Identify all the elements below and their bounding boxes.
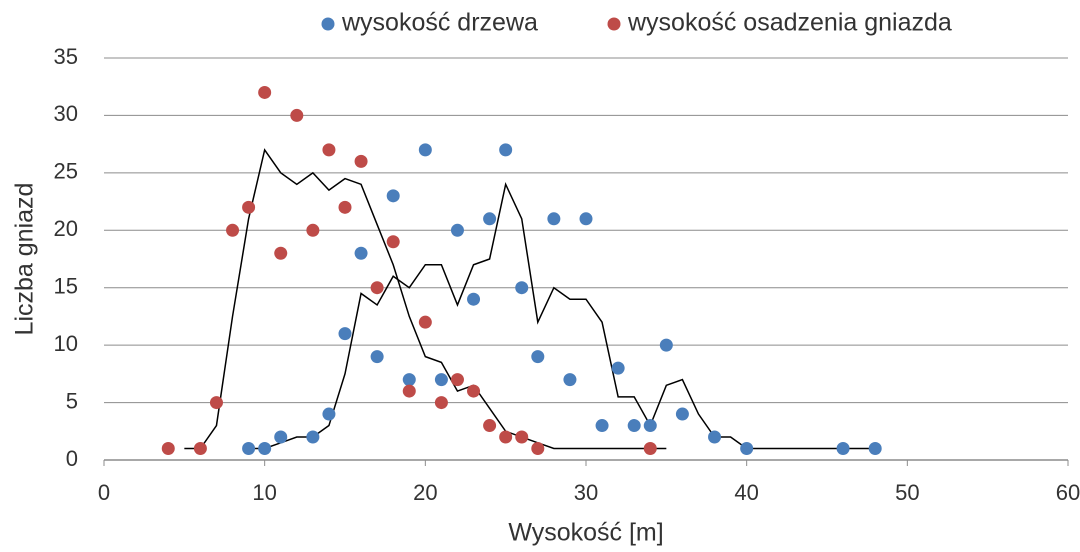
point <box>274 430 288 444</box>
point <box>675 407 689 421</box>
x-tick-label: 10 <box>252 480 276 505</box>
point <box>434 396 448 410</box>
point <box>418 315 432 329</box>
point <box>354 154 368 168</box>
point <box>290 108 304 122</box>
point <box>467 292 481 306</box>
point <box>579 212 593 226</box>
point <box>242 200 256 214</box>
point <box>386 189 400 203</box>
point <box>499 143 513 157</box>
legend-label: wysokość drzewa <box>341 9 538 37</box>
point <box>354 246 368 260</box>
point <box>193 442 207 456</box>
y-tick-label: 5 <box>66 388 78 413</box>
y-tick-label: 30 <box>54 101 78 126</box>
line <box>184 148 667 450</box>
point <box>226 223 240 237</box>
point <box>515 430 529 444</box>
point <box>258 85 272 99</box>
point <box>402 373 416 387</box>
point <box>370 350 384 364</box>
legend-label: wysokość osadzenia gniazda <box>627 9 952 37</box>
point <box>306 223 320 237</box>
point <box>258 442 272 456</box>
point <box>868 442 882 456</box>
x-axis-title: Wysokość [m] <box>508 519 663 547</box>
point <box>547 212 561 226</box>
point <box>209 396 223 410</box>
point <box>531 442 545 456</box>
point <box>659 338 673 352</box>
point <box>434 373 448 387</box>
legend-marker <box>321 17 335 31</box>
point <box>386 235 400 249</box>
point <box>338 327 352 341</box>
y-tick-label: 20 <box>54 216 78 241</box>
point <box>322 407 336 421</box>
y-tick-label: 0 <box>66 446 78 471</box>
point <box>370 281 384 295</box>
line <box>248 182 876 450</box>
point <box>161 442 175 456</box>
x-tick-label: 20 <box>413 480 437 505</box>
point <box>643 442 657 456</box>
point <box>274 246 288 260</box>
point <box>515 281 529 295</box>
point <box>627 419 641 433</box>
point <box>483 212 497 226</box>
point <box>338 200 352 214</box>
point <box>611 361 625 375</box>
y-axis-title: Liczba gniazd <box>11 183 39 336</box>
point <box>531 350 545 364</box>
point <box>450 223 464 237</box>
point <box>483 419 497 433</box>
point <box>836 442 850 456</box>
x-tick-label: 50 <box>895 480 919 505</box>
point <box>242 442 256 456</box>
x-tick-label: 0 <box>98 480 110 505</box>
x-tick-label: 30 <box>574 480 598 505</box>
y-tick-label: 25 <box>54 159 78 184</box>
y-tick-label: 35 <box>54 44 78 69</box>
point <box>306 430 320 444</box>
point <box>467 384 481 398</box>
point <box>563 373 577 387</box>
y-tick-label: 10 <box>54 331 78 356</box>
x-tick-label: 60 <box>1056 480 1080 505</box>
point <box>322 143 336 157</box>
point <box>643 419 657 433</box>
point <box>740 442 754 456</box>
point <box>595 419 609 433</box>
point <box>418 143 432 157</box>
x-tick-label: 40 <box>734 480 758 505</box>
point <box>450 373 464 387</box>
legend-marker <box>607 17 621 31</box>
point <box>402 384 416 398</box>
y-tick-label: 15 <box>54 274 78 299</box>
point <box>708 430 722 444</box>
point <box>499 430 513 444</box>
